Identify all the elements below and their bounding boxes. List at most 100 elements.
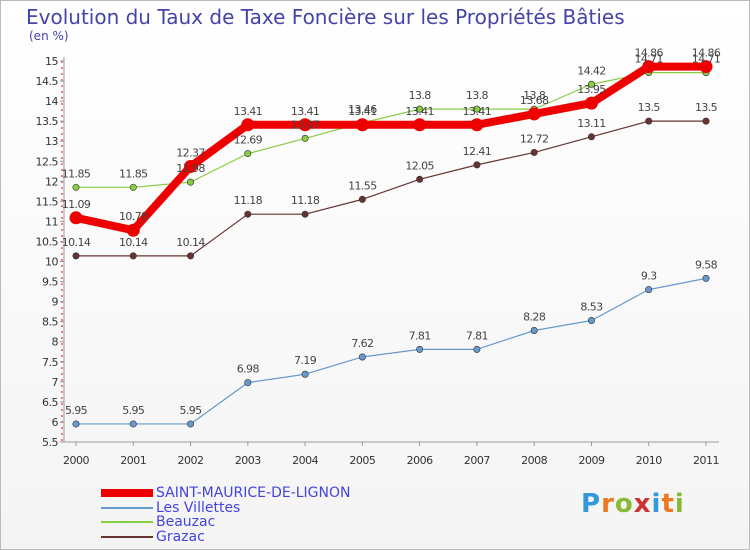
data-point-0 <box>69 211 83 225</box>
x-tick-label: 2010 <box>636 454 662 467</box>
data-label-0: 13.68 <box>520 94 549 107</box>
legend-item-0[interactable]: SAINT-MAURICE-DE-LIGNON <box>101 486 351 501</box>
data-point-2 <box>416 105 424 113</box>
data-label-3: 11.55 <box>348 179 377 192</box>
series-lines <box>72 62 710 425</box>
data-label-3: 12.72 <box>520 132 549 145</box>
data-point-0 <box>584 96 598 110</box>
logo-letter: t <box>661 489 675 519</box>
x-tick-label: 2005 <box>349 454 375 467</box>
y-tick-label: 8 <box>52 336 59 349</box>
y-tick-label: 13.5 <box>36 115 59 128</box>
data-label-3: 11.18 <box>234 194 263 207</box>
data-point-3 <box>702 117 710 125</box>
data-label-1: 7.81 <box>409 329 431 342</box>
data-point-0 <box>413 118 427 132</box>
y-tick-label: 9.5 <box>42 276 58 289</box>
data-label-0: 13.41 <box>348 105 377 118</box>
data-label-0: 13.41 <box>234 105 263 118</box>
data-label-3: 12.05 <box>405 159 434 172</box>
x-tick-label: 2009 <box>578 454 604 467</box>
legend-swatch-0 <box>101 489 153 498</box>
data-label-1: 7.19 <box>294 354 317 367</box>
data-label-2: 13.46 <box>348 103 377 116</box>
data-label-1: 8.28 <box>523 311 546 324</box>
data-label-1: 8.53 <box>580 300 603 313</box>
data-point-1 <box>187 420 195 428</box>
x-tick-label: 2002 <box>178 454 204 467</box>
data-label-2: 11.98 <box>176 162 205 175</box>
y-tick-label: 13 <box>45 135 58 148</box>
data-label-0: 13.41 <box>463 105 492 118</box>
legend: SAINT-MAURICE-DE-LIGNON Les Villettes Be… <box>101 486 351 544</box>
logo-letter: i <box>674 489 685 519</box>
data-label-1: 7.62 <box>351 337 373 350</box>
data-label-2: 13.8 <box>466 89 489 102</box>
y-tick-label: 10.5 <box>36 235 59 248</box>
chart-title: Evolution du Taux de Taxe Foncière sur l… <box>26 5 625 29</box>
logo-letter: r <box>601 489 615 519</box>
data-point-3 <box>301 210 309 218</box>
data-label-3: 13.11 <box>577 117 606 130</box>
data-labels: 5.95 5.95 5.95 6.98 7.19 7.62 7.81 7.81 8.28 8.53… <box>62 47 722 417</box>
y-tick-label: 6.5 <box>42 396 58 409</box>
x-tick-label: 2004 <box>292 454 318 467</box>
data-point-0 <box>355 118 369 132</box>
data-label-3: 12.41 <box>463 145 492 158</box>
data-point-0 <box>642 60 656 74</box>
y-tick-label: 9 <box>52 296 59 309</box>
data-label-2: 14.42 <box>577 64 606 77</box>
data-point-1 <box>473 345 481 353</box>
data-point-2 <box>187 178 195 186</box>
data-point-3 <box>416 175 424 183</box>
data-label-1: 5.95 <box>122 404 145 417</box>
y-tick-label: 8.5 <box>42 316 58 329</box>
proxiti-logo: Proxiti <box>581 489 685 519</box>
data-label-3: 10.14 <box>176 236 205 249</box>
legend-label-2: Beauzac <box>156 514 216 531</box>
data-point-3 <box>587 133 595 141</box>
data-label-1: 9.58 <box>695 258 718 271</box>
series-line-3 <box>75 120 707 257</box>
data-label-2: 13.8 <box>523 89 546 102</box>
data-point-3 <box>645 117 653 125</box>
data-label-0: 13.41 <box>405 105 434 118</box>
y-tick-label: 5.5 <box>42 436 58 449</box>
data-point-2 <box>473 105 481 113</box>
x-tick-label: 2011 <box>693 454 719 467</box>
data-point-2 <box>129 183 137 191</box>
data-point-1 <box>702 274 710 282</box>
data-label-1: 6.98 <box>237 363 260 376</box>
legend-item-1[interactable]: Les Villettes <box>101 501 351 516</box>
data-label-0: 11.09 <box>62 198 91 211</box>
data-point-1 <box>244 379 252 387</box>
data-point-0 <box>527 107 541 121</box>
data-point-2 <box>587 80 595 88</box>
x-tick-label: 2006 <box>407 454 433 467</box>
data-point-1 <box>530 327 538 335</box>
data-label-2: 14.71 <box>692 53 721 66</box>
data-point-2 <box>301 134 309 142</box>
y-tick-label: 11.5 <box>36 195 59 208</box>
data-label-2: 13.07 <box>291 118 320 131</box>
legend-item-2[interactable]: Beauzac <box>101 515 351 530</box>
x-tick-label: 2007 <box>464 454 490 467</box>
data-point-0 <box>184 159 198 173</box>
data-point-3 <box>187 252 195 260</box>
x-tick-label: 2001 <box>120 454 146 467</box>
y-axis-unit: (en %) <box>29 29 69 43</box>
series-line-1 <box>75 277 707 425</box>
data-point-0 <box>126 223 140 237</box>
legend-item-3[interactable]: Grazac <box>101 530 351 545</box>
data-point-3 <box>530 148 538 156</box>
y-tick-label: 12 <box>45 175 58 188</box>
logo-letter: x <box>633 489 652 519</box>
legend-label-3: Grazac <box>156 528 205 545</box>
data-label-0: 13.95 <box>577 83 606 96</box>
data-label-0: 12.37 <box>176 146 205 159</box>
data-point-1 <box>129 420 137 428</box>
data-point-1 <box>645 286 653 294</box>
data-label-2: 13.8 <box>409 89 432 102</box>
